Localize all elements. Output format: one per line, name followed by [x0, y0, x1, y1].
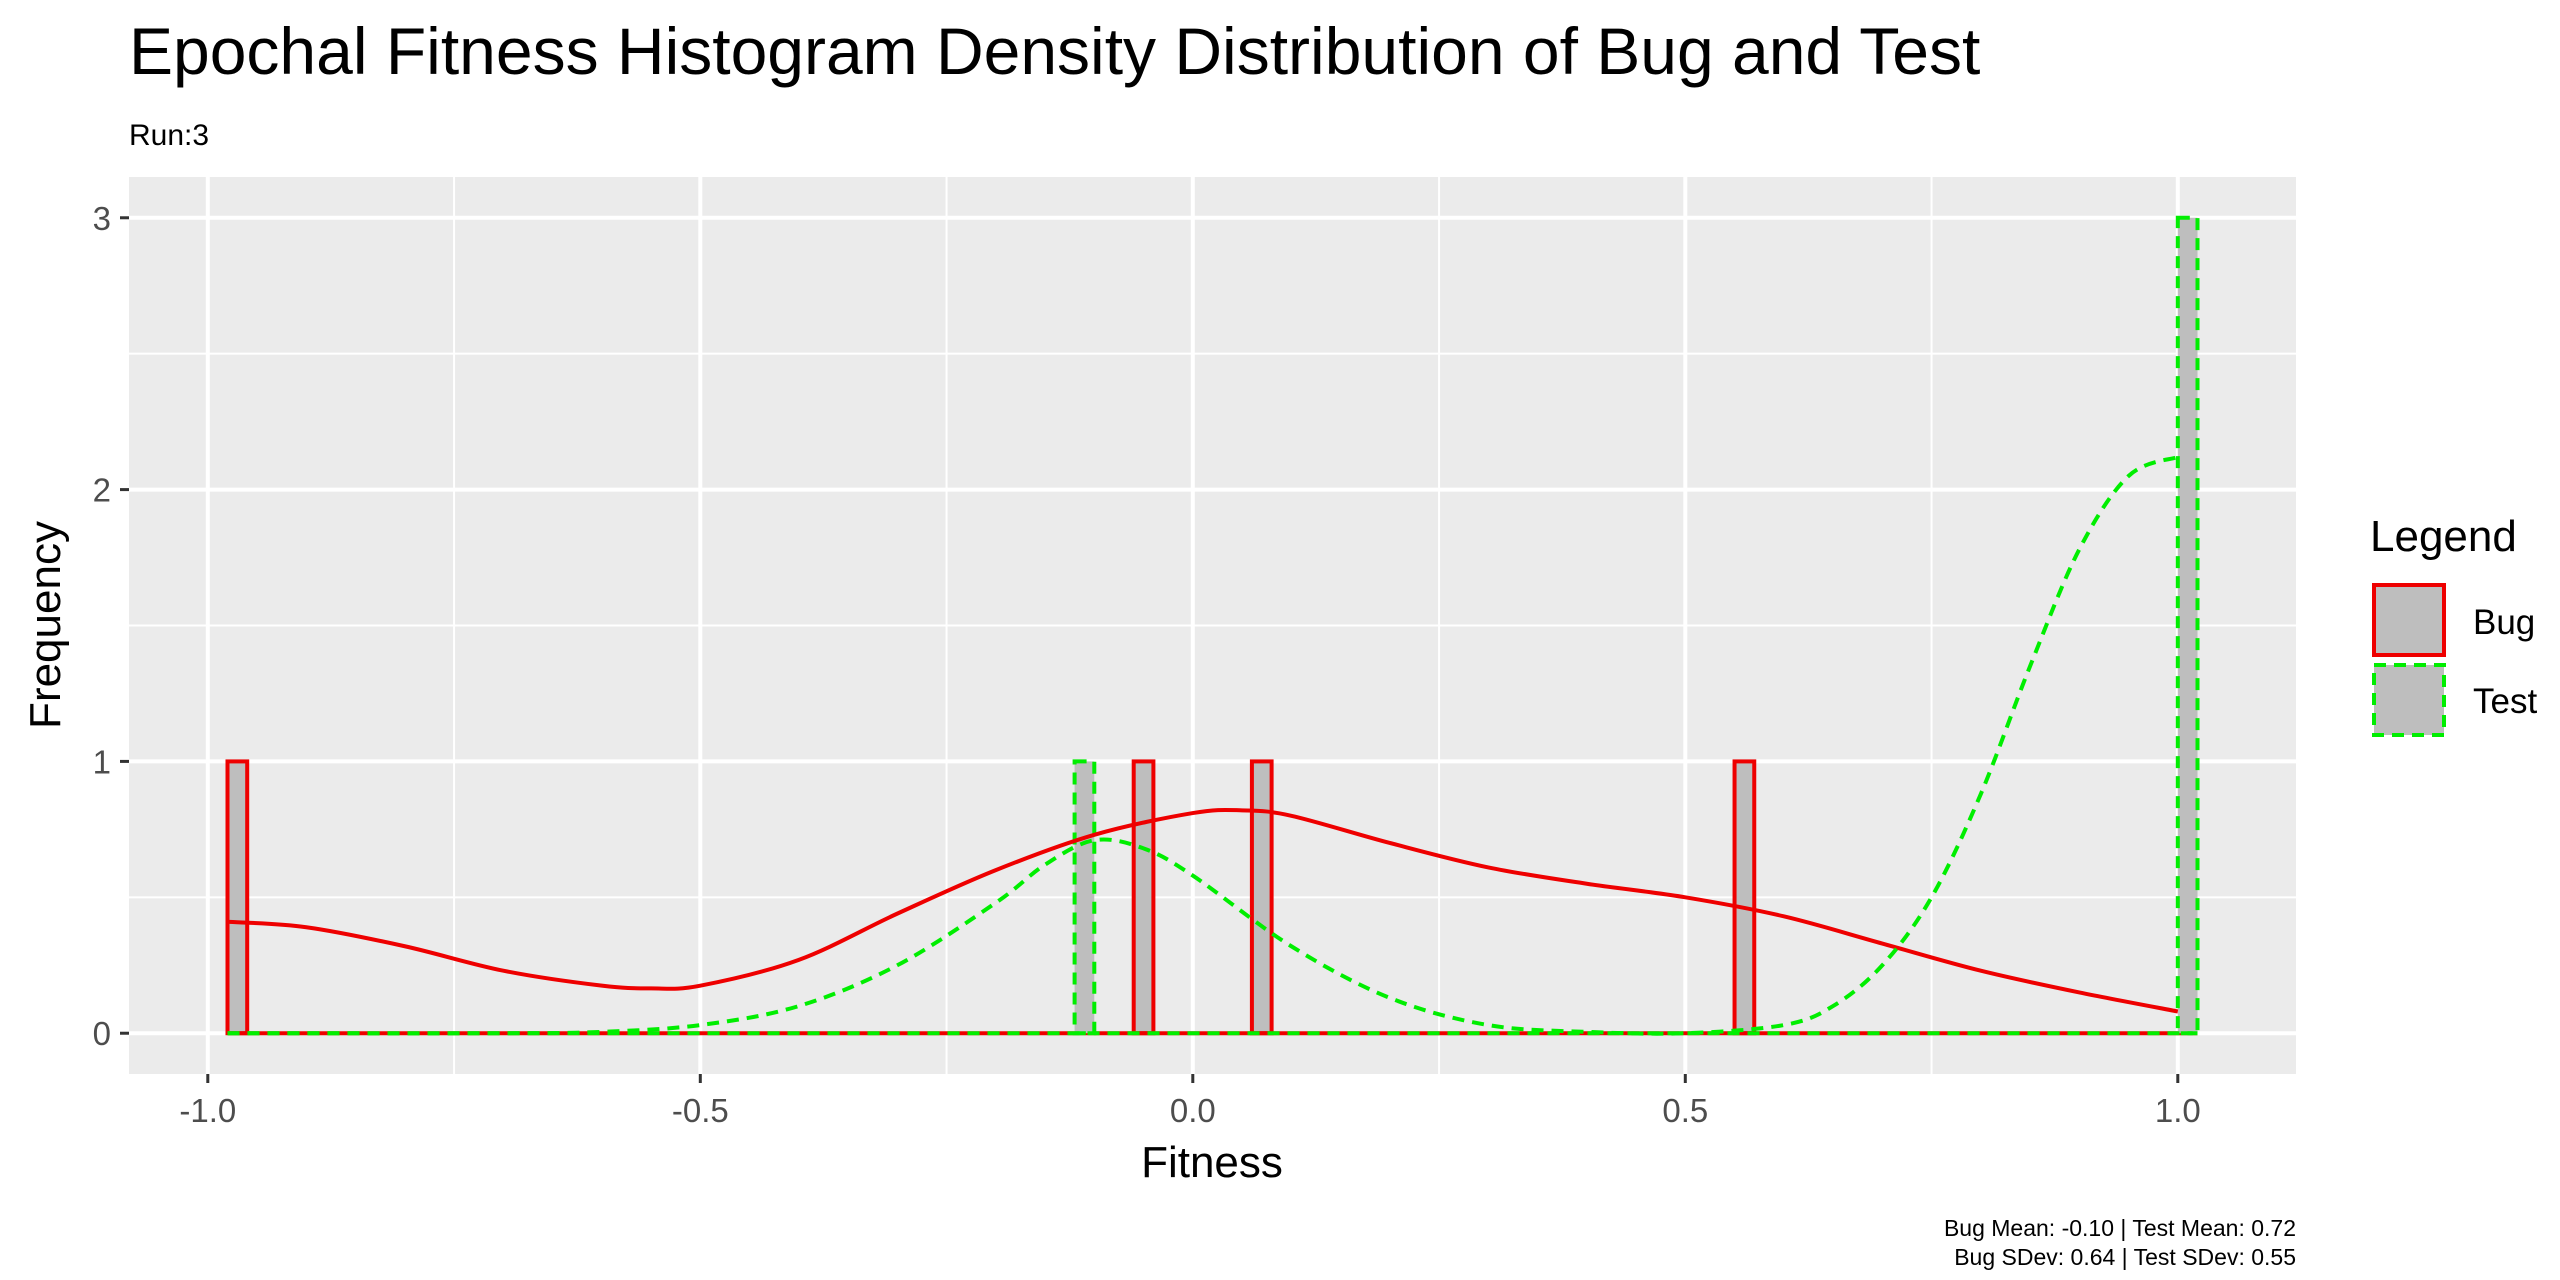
legend: Legend Bug Test	[2370, 512, 2537, 737]
bug-bar	[1249, 759, 1274, 1036]
x-tick-label: -1.0	[179, 1092, 236, 1129]
test-bar	[1072, 759, 1097, 1036]
x-tick-label: 0.0	[1170, 1092, 1216, 1129]
grid-lines	[129, 177, 2296, 1074]
caption-means: Bug Mean: -0.10 | Test Mean: 0.72	[1944, 1215, 2296, 1241]
x-axis-title: Fitness	[1141, 1138, 1283, 1187]
bug-bar	[225, 759, 250, 1036]
legend-title: Legend	[2370, 512, 2517, 561]
chart-title: Epochal Fitness Histogram Density Distri…	[129, 14, 1980, 88]
y-axis-title: Frequency	[21, 521, 70, 729]
legend-key-test	[2372, 663, 2446, 737]
density-layer	[227, 455, 2179, 1036]
x-axis: -1.0 -0.5 0.0 0.5 1.0	[179, 1074, 2201, 1129]
caption-sdevs: Bug SDev: 0.64 | Test SDev: 0.55	[1954, 1244, 2296, 1270]
y-tick-label: 0	[93, 1015, 111, 1052]
legend-label-test: Test	[2473, 682, 2537, 721]
x-tick-label: 0.5	[1662, 1092, 1708, 1129]
y-tick-label: 2	[93, 472, 111, 509]
y-tick-label: 3	[93, 200, 111, 237]
test-bar	[2175, 215, 2200, 1036]
test-density-line	[227, 455, 2179, 1036]
chart-subtitle: Run:3	[129, 119, 209, 152]
legend-label-bug: Bug	[2473, 603, 2535, 642]
legend-key-bug	[2372, 583, 2446, 657]
x-tick-label: -0.5	[672, 1092, 729, 1129]
x-tick-label: 1.0	[2155, 1092, 2201, 1129]
bug-bar	[1131, 759, 1156, 1036]
bug-density-line	[227, 807, 2179, 1014]
y-tick-label: 1	[93, 743, 111, 780]
bug-bar	[1732, 759, 1757, 1036]
y-axis: 0 1 2 3	[93, 200, 129, 1052]
